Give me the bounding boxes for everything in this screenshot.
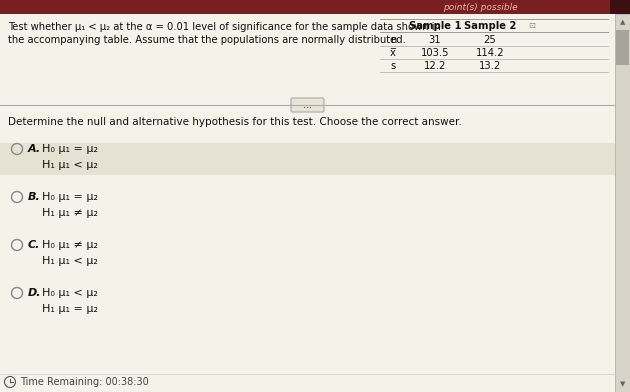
Text: Sample 1: Sample 1	[409, 21, 461, 31]
Text: 31: 31	[428, 35, 441, 45]
Text: x̅: x̅	[390, 48, 396, 58]
Text: ▲: ▲	[620, 19, 625, 25]
Text: H₁ μ₁ ≠ μ₂: H₁ μ₁ ≠ μ₂	[42, 208, 98, 218]
Text: 13.2: 13.2	[479, 61, 501, 71]
Bar	[0, 143, 615, 175]
Text: H₀ μ₁ = μ₂: H₀ μ₁ = μ₂	[42, 144, 98, 154]
Text: 103.5: 103.5	[421, 48, 449, 58]
Text: the accompanying table. Assume that the populations are normally distributed.: the accompanying table. Assume that the …	[8, 35, 406, 45]
Text: H₀ μ₁ = μ₂: H₀ μ₁ = μ₂	[42, 192, 98, 202]
Text: Sample 2: Sample 2	[464, 21, 516, 31]
Bar	[610, 0, 630, 14]
Text: H₀ μ₁ ≠ μ₂: H₀ μ₁ ≠ μ₂	[42, 240, 98, 250]
Text: H₁ μ₁ = μ₂: H₁ μ₁ = μ₂	[42, 304, 98, 314]
Text: point(s) possible: point(s) possible	[443, 2, 517, 11]
Text: C.: C.	[28, 240, 40, 250]
Text: ▼: ▼	[620, 381, 625, 387]
FancyBboxPatch shape	[291, 98, 324, 112]
Text: A.: A.	[28, 144, 41, 154]
Text: n: n	[390, 35, 396, 45]
Text: Time Remaining: 00:38:30: Time Remaining: 00:38:30	[20, 377, 149, 387]
Text: B.: B.	[28, 192, 41, 202]
Text: s: s	[390, 61, 395, 71]
Text: ...: ...	[303, 100, 312, 110]
Text: H₁ μ₁ < μ₂: H₁ μ₁ < μ₂	[42, 256, 98, 266]
Text: Test whether μ₁ < μ₂ at the α = 0.01 level of significance for the sample data s: Test whether μ₁ < μ₂ at the α = 0.01 lev…	[8, 22, 441, 32]
Bar	[0, 0, 630, 14]
Text: H₀ μ₁ < μ₂: H₀ μ₁ < μ₂	[42, 288, 98, 298]
Text: D.: D.	[28, 288, 42, 298]
Bar	[615, 14, 630, 392]
Text: 25: 25	[484, 35, 496, 45]
Text: 12.2: 12.2	[424, 61, 446, 71]
Text: Determine the null and alternative hypothesis for this test. Choose the correct : Determine the null and alternative hypot…	[8, 117, 462, 127]
Text: 114.2: 114.2	[476, 48, 504, 58]
Bar	[616, 30, 629, 65]
Text: H₁ μ₁ < μ₂: H₁ μ₁ < μ₂	[42, 160, 98, 170]
Text: ⊡: ⊡	[528, 21, 535, 30]
